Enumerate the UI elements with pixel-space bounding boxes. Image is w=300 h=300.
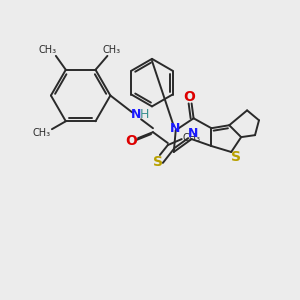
Text: CH₃: CH₃ xyxy=(33,128,51,138)
Text: CH₃: CH₃ xyxy=(39,45,57,55)
Text: N: N xyxy=(131,108,141,121)
Text: S: S xyxy=(231,150,241,164)
Text: O: O xyxy=(125,134,137,148)
Text: CH₃: CH₃ xyxy=(182,133,201,143)
Text: H: H xyxy=(140,108,149,121)
Text: CH₃: CH₃ xyxy=(102,45,120,55)
Text: N: N xyxy=(169,122,180,135)
Text: S: S xyxy=(153,155,163,169)
Text: O: O xyxy=(184,91,196,104)
Text: N: N xyxy=(188,127,198,140)
